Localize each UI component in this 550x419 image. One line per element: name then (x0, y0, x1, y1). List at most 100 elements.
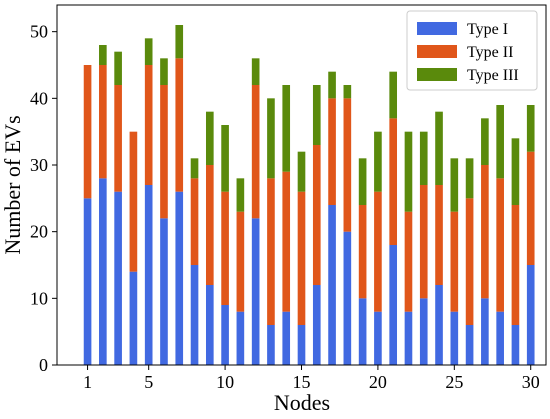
x-tick-label: 25 (445, 372, 463, 392)
y-tick-label: 40 (30, 88, 48, 108)
bar-type-iii-node-28 (496, 105, 504, 179)
bar-type-i-node-19 (358, 298, 367, 365)
bar-type-i-node-18 (343, 231, 352, 365)
bar-type-iii-node-21 (389, 71, 398, 119)
bar-type-ii-node-20 (374, 191, 382, 312)
bar-type-i-node-30 (526, 265, 535, 365)
bar-type-i-node-1 (83, 198, 92, 365)
bar-type-iii-node-8 (190, 158, 199, 179)
bar-type-ii-node-11 (236, 211, 245, 312)
bar-type-ii-node-17 (328, 98, 336, 205)
bar-type-i-node-8 (190, 265, 199, 365)
bar-type-i-node-15 (297, 325, 306, 365)
bar-type-ii-node-15 (297, 191, 306, 325)
bar-type-ii-node-2 (99, 65, 107, 179)
bar-type-ii-node-9 (205, 165, 214, 285)
bar-type-iii-node-19 (358, 158, 367, 205)
bar-type-iii-node-25 (450, 158, 459, 212)
bar-type-iii-node-6 (160, 58, 168, 85)
bar-type-i-node-12 (251, 218, 260, 365)
bar-type-i-node-26 (465, 325, 474, 365)
legend-label-type-iii: Type III (467, 67, 519, 84)
bar-type-ii-node-23 (419, 185, 428, 299)
x-tick-label: 20 (369, 372, 387, 392)
bar-type-i-node-9 (205, 285, 214, 365)
bar-type-ii-node-18 (343, 98, 352, 232)
bar-type-ii-node-7 (175, 58, 184, 192)
x-tick-label: 15 (293, 372, 311, 392)
bar-type-i-node-13 (267, 325, 275, 365)
bar-type-i-node-21 (389, 245, 398, 365)
bar-type-i-node-29 (511, 325, 520, 365)
bar-type-i-node-24 (435, 285, 443, 365)
bar-type-ii-node-12 (251, 85, 260, 219)
bar-type-ii-node-14 (282, 171, 291, 312)
bar-type-i-node-7 (175, 191, 184, 365)
bar-type-iii-node-10 (221, 125, 229, 192)
bar-type-iii-node-23 (419, 131, 428, 185)
bar-type-ii-node-6 (160, 85, 168, 219)
x-tick-label: 30 (522, 372, 540, 392)
x-tick-label: 10 (216, 372, 234, 392)
bar-type-iii-node-15 (297, 151, 306, 192)
bar-type-i-node-11 (236, 311, 245, 365)
bar-type-iii-node-30 (526, 105, 535, 152)
x-tick-label: 5 (144, 372, 153, 392)
y-ticks: 0 10 20 30 40 50 (30, 22, 57, 375)
bar-type-i-node-16 (312, 285, 321, 365)
bar-type-i-node-4 (129, 271, 138, 365)
legend-label-type-ii: Type II (467, 44, 513, 61)
bar-type-i-node-23 (419, 298, 428, 365)
bar-type-iii-node-20 (374, 131, 382, 192)
y-tick-label: 50 (30, 22, 48, 42)
bar-type-ii-node-13 (267, 178, 275, 325)
bar-type-iii-node-16 (312, 85, 321, 145)
y-axis-label: Number of EVs (0, 115, 25, 254)
x-axis-label: Nodes (274, 390, 330, 415)
bar-type-iii-node-11 (236, 178, 245, 212)
bar-type-i-node-17 (328, 205, 336, 365)
bar-type-iii-node-17 (328, 71, 336, 99)
bar-type-ii-node-26 (465, 198, 474, 325)
legend-swatch-type-iii (417, 68, 457, 81)
bar-type-iii-node-9 (205, 111, 214, 165)
bar-type-ii-node-25 (450, 211, 459, 312)
legend-swatch-type-ii (417, 45, 457, 58)
bar-type-i-node-6 (160, 218, 168, 365)
bars-group (83, 25, 535, 365)
bar-type-ii-node-1 (83, 65, 92, 199)
bar-type-ii-node-16 (312, 145, 321, 285)
bar-type-iii-node-5 (144, 38, 153, 65)
bar-type-i-node-2 (99, 178, 107, 365)
bar-type-iii-node-18 (343, 85, 352, 99)
legend-swatch-type-i (417, 22, 457, 35)
bar-type-iii-node-13 (267, 98, 275, 179)
y-tick-label: 0 (39, 355, 48, 375)
legend-label-type-i: Type I (467, 21, 508, 38)
bar-type-ii-node-3 (114, 85, 122, 192)
bar-type-ii-node-30 (526, 151, 535, 265)
bar-type-ii-node-22 (404, 211, 413, 312)
bar-type-ii-node-4 (129, 131, 138, 272)
bar-type-ii-node-28 (496, 178, 504, 312)
bar-type-ii-node-27 (481, 165, 489, 299)
bar-type-i-node-5 (144, 185, 153, 365)
bar-type-ii-node-8 (190, 178, 199, 265)
x-ticks: 1 5 10 15 20 25 30 (83, 365, 540, 392)
bar-type-i-node-3 (114, 191, 122, 365)
bar-type-ii-node-19 (358, 205, 367, 299)
bar-type-i-node-14 (282, 311, 291, 365)
bar-type-ii-node-21 (389, 118, 398, 245)
bar-type-iii-node-29 (511, 138, 520, 205)
x-tick-label: 1 (83, 372, 92, 392)
bar-type-i-node-20 (374, 311, 382, 365)
bar-type-ii-node-5 (144, 65, 153, 185)
bar-type-i-node-22 (404, 311, 413, 365)
bar-type-ii-node-24 (435, 185, 443, 285)
bar-type-iii-node-3 (114, 51, 122, 85)
bar-type-i-node-10 (221, 305, 229, 365)
legend: Type I Type II Type III (406, 10, 538, 91)
y-tick-label: 10 (30, 288, 48, 308)
bar-type-iii-node-14 (282, 85, 291, 172)
